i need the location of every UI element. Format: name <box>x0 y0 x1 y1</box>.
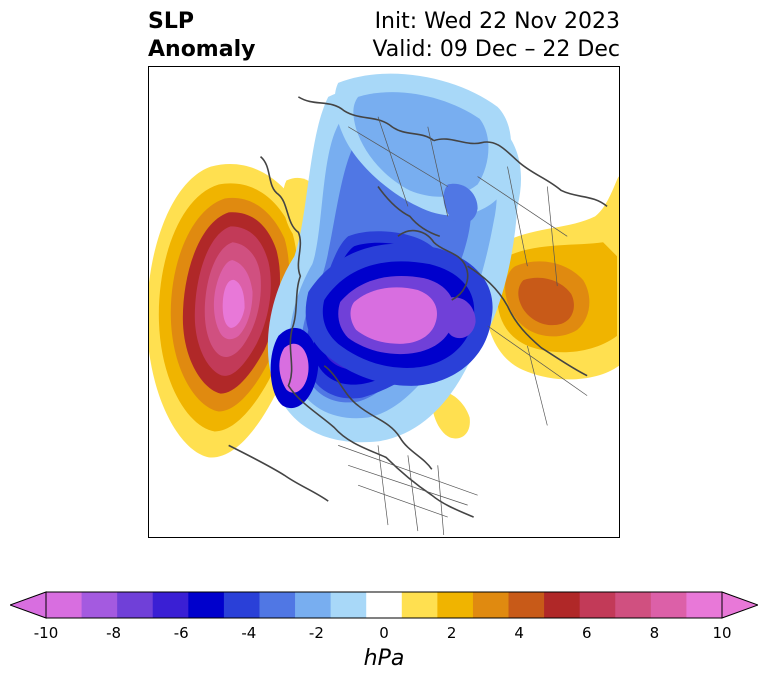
colorbar-tick-label: 2 <box>446 624 457 642</box>
colorbar-bin <box>223 592 260 618</box>
colorbar-tick-label: 10 <box>712 624 732 642</box>
valid-period: Init: Wed 22 Nov 2023 Valid: 09 Dec – 22… <box>372 8 620 64</box>
colorbar-bin <box>686 592 723 618</box>
colorbar-extend-low <box>10 591 47 619</box>
title-line-1: SLP <box>148 9 194 34</box>
colorbar-bin <box>615 592 652 618</box>
colorbar-outline <box>45 591 723 619</box>
title-line-2: Anomaly <box>148 37 256 62</box>
colorbar-tick-label: -8 <box>106 624 122 642</box>
colorbar-bin <box>366 592 403 618</box>
colorbar-bin <box>330 592 367 618</box>
colorbar-tick-label: -10 <box>33 624 59 642</box>
colorbar-bin <box>117 592 154 618</box>
coastlines <box>228 96 608 518</box>
colorbar-extend-high <box>721 591 758 619</box>
colorbar-bin <box>401 592 438 618</box>
negative-anomaly-arctic <box>270 243 493 409</box>
map-title: SLP Anomaly <box>148 8 255 64</box>
colorbar-bin <box>437 592 474 618</box>
colorbar-bin <box>508 592 545 618</box>
colorbar-tick-label: -6 <box>173 624 189 642</box>
country-borders <box>338 116 588 536</box>
init-date: Init: Wed 22 Nov 2023 <box>374 9 620 34</box>
colorbar <box>10 591 758 619</box>
colorbar-bin <box>579 592 616 618</box>
colorbar-tick-label: -4 <box>241 624 257 642</box>
anomaly-map <box>148 66 620 538</box>
colorbar-bin <box>472 592 510 618</box>
colorbar-bin <box>152 592 189 618</box>
colorbar-bin <box>544 592 581 618</box>
valid-dates: Valid: 09 Dec – 22 Dec <box>372 37 620 62</box>
positive-anomaly-pacific <box>149 163 309 458</box>
colorbar-bin <box>81 592 118 618</box>
colorbar-bin <box>188 592 225 618</box>
negative-anomaly-europe <box>334 73 512 224</box>
colorbar-tick-label: -2 <box>308 624 324 642</box>
colorbar-tick-label: 0 <box>379 624 389 642</box>
colorbar-bin <box>295 592 332 618</box>
colorbar-tick-label: 8 <box>649 624 660 642</box>
colorbar-bin <box>46 592 83 618</box>
colorbar-bin <box>259 592 296 618</box>
colorbar-label: hPa <box>363 646 405 671</box>
colorbar-tick-label: 6 <box>582 624 592 642</box>
colorbar-bin <box>650 592 687 618</box>
colorbar-tick-label: 4 <box>514 624 524 642</box>
